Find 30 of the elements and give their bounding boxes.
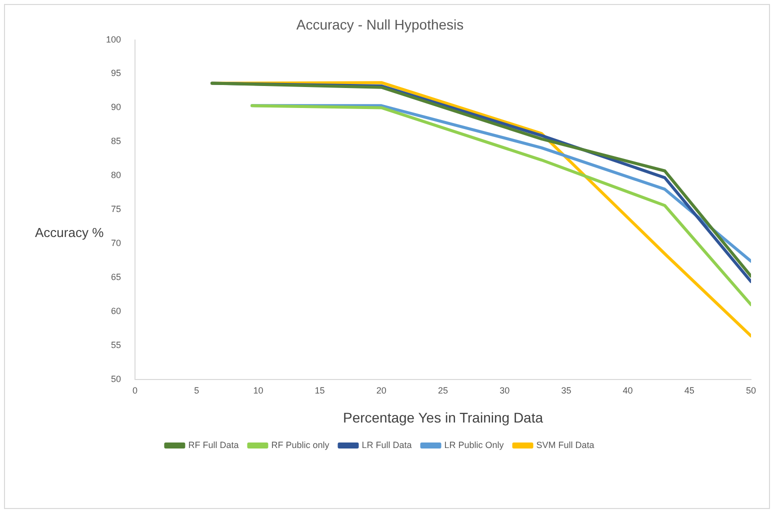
y-axis-title: Accuracy %	[35, 224, 104, 240]
y-tick-label: 95	[110, 68, 121, 78]
y-tick-label: 100	[106, 34, 121, 44]
x-tick-label: 5	[194, 385, 200, 396]
x-tick-label: 25	[438, 385, 448, 396]
y-tick-label: 90	[110, 102, 121, 112]
y-tick-label: 65	[110, 272, 121, 282]
legend-label: RF Public only	[271, 440, 330, 450]
y-tick-label: 85	[110, 136, 121, 146]
legend-label: LR Full Data	[362, 440, 412, 450]
legend-label: SVM Full Data	[536, 440, 594, 450]
chart-title: Accuracy - Null Hypothesis	[296, 16, 464, 32]
x-tick-label: 35	[561, 385, 572, 396]
y-tick-label: 50	[110, 374, 121, 384]
x-tick-label: 10	[253, 385, 264, 396]
x-tick-label: 40	[622, 385, 633, 396]
x-axis-title: Percentage Yes in Training Data	[342, 409, 544, 426]
x-tick-label: 30	[500, 385, 510, 396]
y-tick-label: 75	[110, 204, 121, 214]
x-tick-label: 50	[746, 385, 756, 396]
x-tick-label: 0	[132, 385, 138, 396]
y-tick-label: 70	[110, 238, 121, 248]
y-tick-label: 60	[110, 306, 121, 316]
legend-label: LR Public Only	[444, 440, 504, 450]
legend-label: RF Full Data	[188, 440, 239, 450]
x-tick-label: 15	[314, 385, 325, 396]
x-tick-label: 45	[684, 385, 694, 396]
y-tick-label: 80	[110, 170, 121, 180]
y-tick-label: 55	[110, 340, 121, 350]
x-tick-label: 20	[376, 385, 386, 396]
